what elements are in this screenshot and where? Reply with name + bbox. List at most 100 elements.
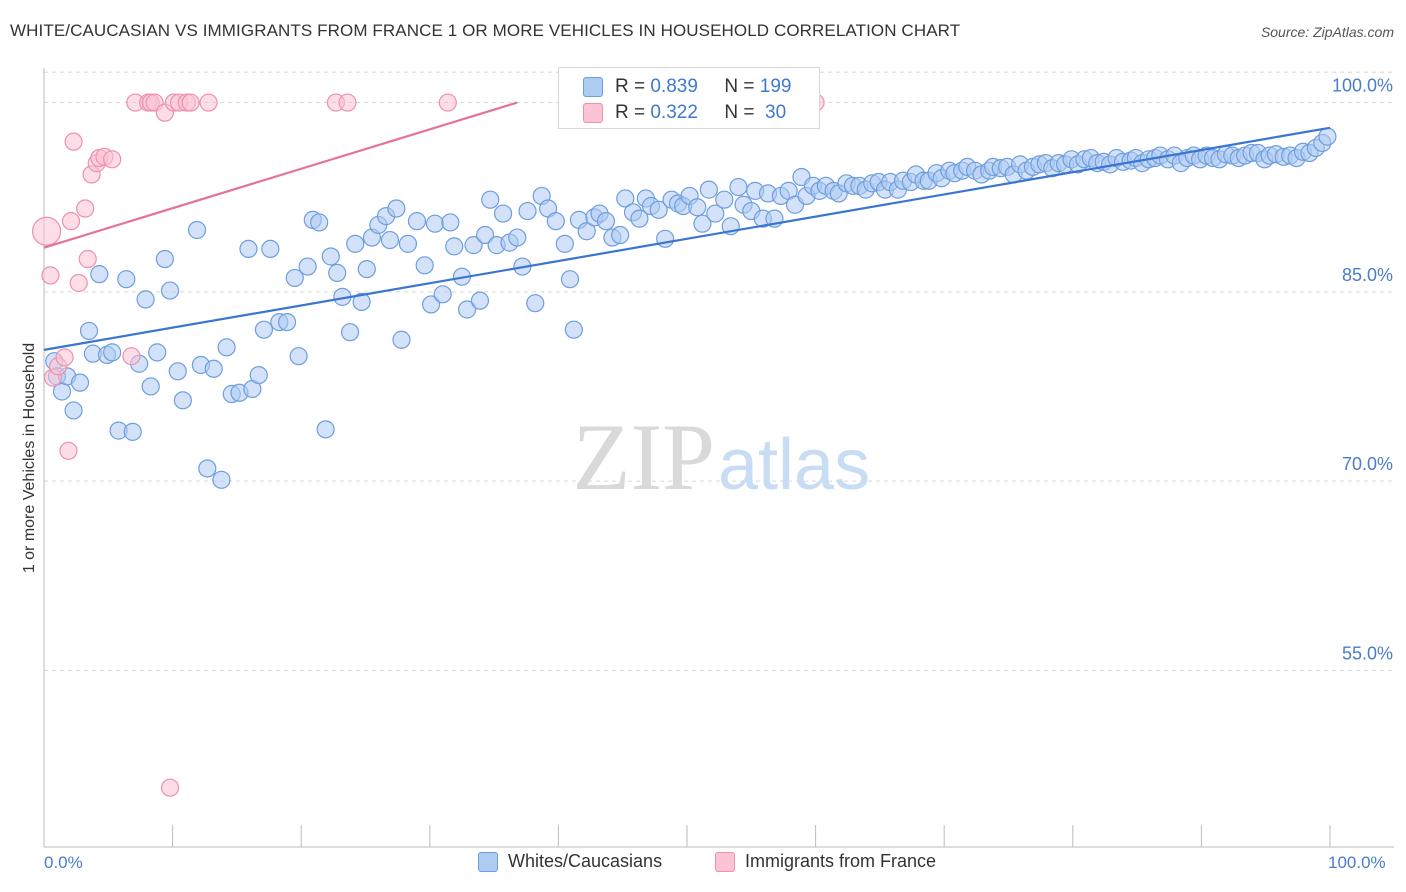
trend-lines xyxy=(43,101,1331,351)
france-trend-line xyxy=(43,101,518,249)
france-point xyxy=(438,93,457,112)
whites-point xyxy=(212,470,231,489)
whites-point xyxy=(526,294,545,313)
france-point xyxy=(103,150,122,169)
france-n-value: 30 xyxy=(759,102,787,123)
whites-point xyxy=(103,343,122,362)
whites-point xyxy=(155,249,174,269)
whites-point xyxy=(577,222,596,241)
stats-row-france: R = 0.322 N = 30 xyxy=(583,101,786,125)
stats-legend-box: R = 0.839 N = 199 R = 0.322 N = 30 xyxy=(558,67,820,129)
whites-point xyxy=(123,422,142,441)
whites-point xyxy=(564,320,583,339)
legend-label-france: Immigrants from France xyxy=(745,851,937,871)
whites-point xyxy=(649,200,668,219)
whites-point xyxy=(630,209,649,228)
whites-point xyxy=(470,291,490,310)
whites-point xyxy=(611,225,630,245)
france-point xyxy=(55,348,74,367)
whites-point xyxy=(475,225,495,245)
y-tick-label: 100.0% xyxy=(1332,76,1393,96)
whites-point xyxy=(254,320,274,339)
france-point xyxy=(181,93,200,112)
whites-point xyxy=(656,229,675,248)
whites-point xyxy=(433,285,452,304)
y-tick-label: 55.0% xyxy=(1342,643,1393,663)
france-point xyxy=(199,93,218,112)
whites-point xyxy=(699,180,718,199)
whites-point xyxy=(555,234,574,253)
whites-trend-line xyxy=(43,126,1331,351)
y-tick-labels: 55.0% 70.0% 85.0% 100.0% xyxy=(1332,76,1393,664)
whites-point xyxy=(457,300,477,319)
whites-point xyxy=(392,330,411,349)
france-point xyxy=(78,249,97,269)
whites-point xyxy=(464,236,483,255)
whites-point xyxy=(321,247,340,266)
whites-point xyxy=(425,214,445,233)
whites-point xyxy=(340,323,360,342)
whites-point xyxy=(204,359,223,378)
france-point xyxy=(122,347,141,366)
whites-point xyxy=(1318,127,1337,146)
axes xyxy=(43,68,1394,848)
whites-point xyxy=(421,295,441,314)
series-france-points xyxy=(31,93,825,797)
france-point xyxy=(59,441,78,460)
legend-item-whites[interactable]: Whites/Caucasians xyxy=(478,851,662,872)
whites-point xyxy=(285,268,304,288)
whites-point xyxy=(706,204,725,223)
watermark-zip: ZIP xyxy=(573,404,716,510)
whites-r-value: 0.839 xyxy=(650,76,698,97)
whites-point xyxy=(173,391,192,410)
whites-point xyxy=(445,237,464,256)
whites-point xyxy=(239,239,258,259)
whites-point xyxy=(117,270,136,289)
whites-point xyxy=(90,265,109,284)
whites-point xyxy=(187,220,207,240)
whites-point xyxy=(261,239,280,259)
whites-point xyxy=(380,230,400,250)
france-point xyxy=(41,266,60,285)
legend-item-france[interactable]: Immigrants from France xyxy=(715,851,936,872)
whites-point xyxy=(141,377,160,396)
whites-point xyxy=(546,212,565,231)
whites-point xyxy=(346,234,365,253)
whites-point xyxy=(715,190,734,209)
whites-point xyxy=(560,270,580,289)
n-label: N = xyxy=(724,102,760,123)
whites-point xyxy=(357,260,376,279)
whites-point xyxy=(316,420,335,439)
france-point xyxy=(76,199,95,218)
whites-point xyxy=(79,321,99,341)
whites-point xyxy=(289,347,308,366)
france-point xyxy=(64,132,83,151)
whites-point xyxy=(398,234,418,253)
whites-point xyxy=(328,263,347,282)
france-swatch xyxy=(583,103,603,123)
x-axis-max-label: 100.0% xyxy=(1328,853,1386,872)
whites-point xyxy=(441,213,460,232)
whites-point xyxy=(387,199,406,218)
chart-title: WHITE/CAUCASIAN VS IMMIGRANTS FROM FRANC… xyxy=(10,21,961,40)
france-point xyxy=(160,778,180,797)
whites-point xyxy=(693,214,712,233)
whites-point xyxy=(352,292,371,312)
r-label: R = xyxy=(615,76,651,97)
france-point xyxy=(61,212,81,231)
whites-point xyxy=(160,281,180,300)
legend-label-whites: Whites/Caucasians xyxy=(508,851,663,871)
whites-point xyxy=(310,213,329,232)
x-axis-min-label: 0.0% xyxy=(44,853,83,872)
whites-point xyxy=(729,177,748,197)
whites-point xyxy=(249,365,268,385)
whites-point xyxy=(518,201,537,221)
whites-swatch xyxy=(583,77,603,97)
whites-point xyxy=(481,190,500,209)
france-r-value: 0.322 xyxy=(650,102,698,123)
whites-point xyxy=(198,459,217,478)
whites-point xyxy=(277,312,297,332)
whites-point xyxy=(168,362,187,381)
whites-point xyxy=(688,198,707,217)
france-point xyxy=(69,273,88,293)
